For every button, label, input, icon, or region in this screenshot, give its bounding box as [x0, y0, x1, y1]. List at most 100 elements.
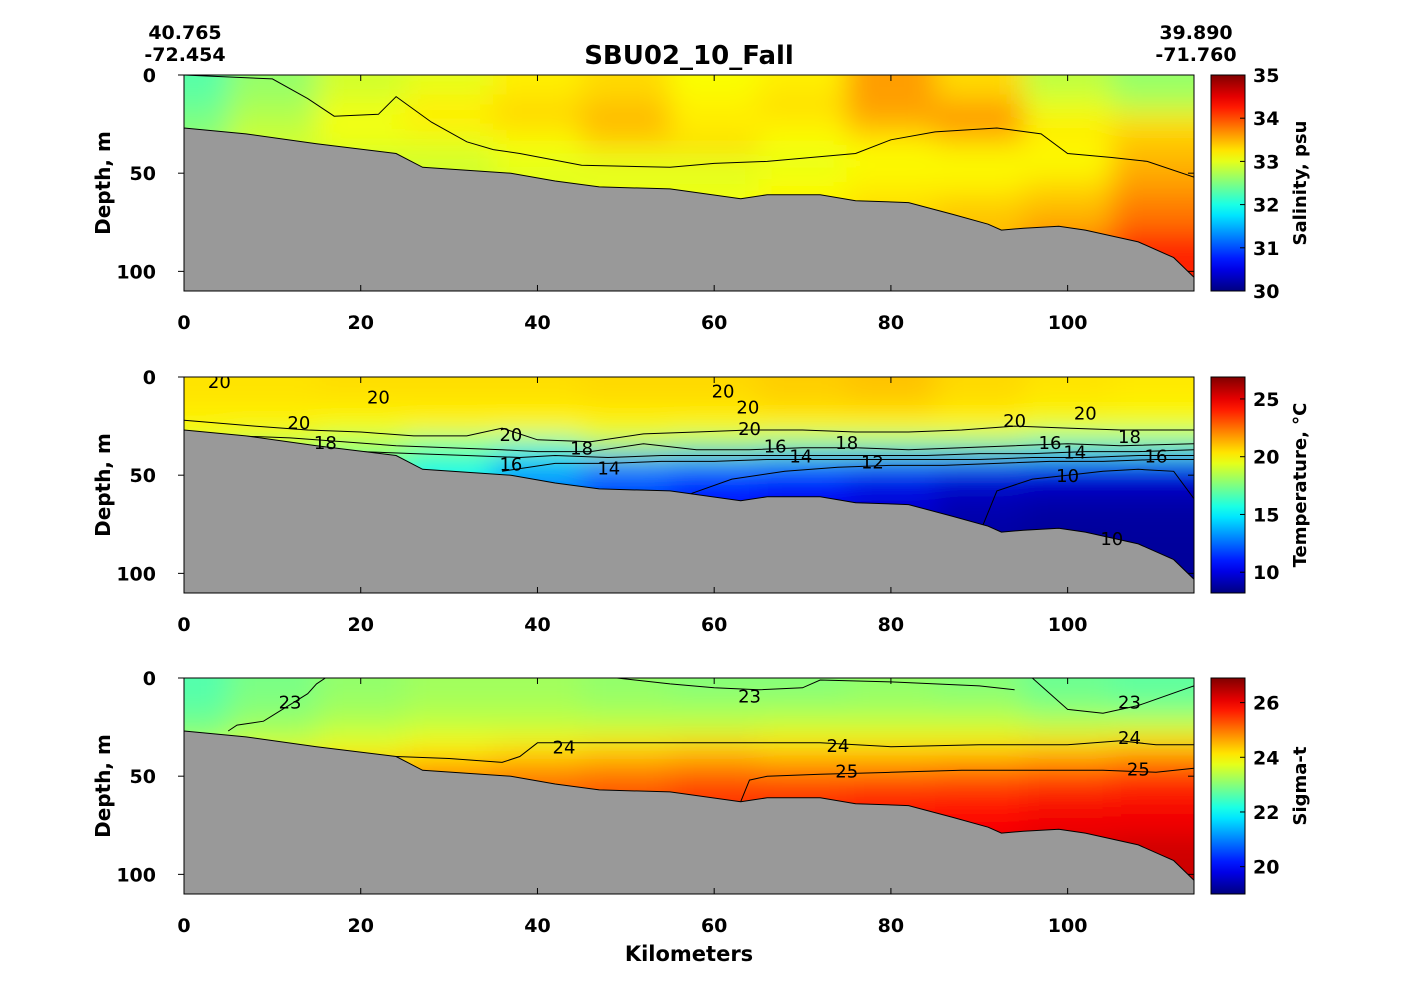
contour-label: 12 [861, 452, 884, 473]
field-cell [493, 717, 583, 738]
field-cell [846, 133, 937, 155]
colorbar [1210, 376, 1246, 594]
contour-label: 20 [1003, 411, 1026, 432]
field-cell [1111, 396, 1194, 418]
contour-label: 23 [1118, 693, 1141, 714]
field-cell [581, 736, 672, 758]
colorbar-tick-label: 30 [1253, 281, 1279, 303]
field-cell [1023, 133, 1113, 155]
colorbar-tick-label: 35 [1253, 65, 1279, 87]
contour-label: 20 [499, 425, 522, 446]
field-cell [493, 75, 583, 96]
field-cell [846, 717, 937, 738]
field-cell [581, 455, 672, 477]
field-cell [758, 736, 848, 758]
field-cell [1023, 717, 1113, 738]
field-cell [846, 475, 937, 501]
field-cell [935, 756, 1025, 778]
contour-line [396, 740, 1194, 763]
field-cell [758, 678, 848, 699]
field-cell [493, 416, 583, 437]
field-cell [1023, 776, 1113, 802]
field-cell [846, 153, 937, 175]
field-cell [935, 133, 1025, 155]
x-tick-label: 40 [524, 915, 550, 937]
field-cell [1023, 455, 1113, 477]
field-cell [670, 94, 760, 116]
y-tick-label: 100 [116, 864, 156, 886]
field-cell [758, 435, 848, 457]
field-cell [1023, 153, 1113, 175]
contour-label: 14 [789, 447, 812, 468]
colorbar-tick-label: 32 [1253, 195, 1279, 217]
field-cell [846, 697, 937, 719]
x-tick-label: 0 [177, 915, 190, 937]
colorbar-label: Sigma-t [1290, 746, 1311, 825]
field-cell [493, 114, 583, 135]
field-cell [1023, 75, 1113, 96]
contour-label: 24 [826, 736, 849, 757]
contour-label: 18 [835, 433, 858, 454]
field-cell [670, 756, 760, 778]
field-cell [228, 717, 318, 738]
field-cell [846, 678, 937, 699]
contour-label: 16 [1145, 447, 1168, 468]
field-cell [1111, 499, 1194, 536]
contour-label: 23 [279, 693, 302, 714]
field-cell [935, 435, 1025, 457]
contour-label: 20 [287, 413, 310, 434]
field-cell [670, 396, 760, 418]
field-cell [316, 75, 406, 96]
field-cell [935, 416, 1025, 437]
x-tick-label: 80 [878, 614, 904, 636]
colorbar-tick-label: 31 [1253, 238, 1279, 260]
y-axis-label: Depth, m [91, 131, 115, 235]
field-cell [1111, 173, 1194, 199]
contour-line [1031, 678, 1194, 714]
field-cell [846, 173, 937, 199]
end-lat: 39.890 [1159, 22, 1232, 44]
field-cell [1111, 75, 1194, 96]
contour-label: 20 [208, 372, 231, 393]
field-cell [1111, 377, 1194, 398]
y-tick-label: 50 [130, 766, 156, 788]
field-cell [670, 736, 760, 758]
contour-label: 20 [738, 419, 761, 440]
contour-label: 14 [597, 458, 620, 479]
field-cell [670, 717, 760, 738]
colorbar-label: Salinity, psu [1290, 121, 1311, 246]
field-cell [758, 756, 848, 778]
field-cell [935, 455, 1025, 477]
field-cell [1111, 153, 1194, 175]
field-cell [935, 678, 1025, 699]
field-cell [1111, 717, 1194, 738]
contour-label: 16 [499, 454, 522, 475]
field-cell [846, 396, 937, 418]
field-cell [404, 133, 495, 155]
x-tick-label: 60 [701, 614, 727, 636]
field-cell [670, 697, 760, 719]
y-tick-label: 0 [143, 668, 156, 690]
contour-line [184, 75, 1194, 178]
field-cell [1023, 377, 1113, 398]
field-cell [758, 114, 848, 135]
contour-line [687, 459, 1194, 496]
contour-label: 23 [738, 687, 761, 708]
field-cell [935, 75, 1025, 96]
field-cell [404, 416, 495, 437]
colorbar-tick-label: 33 [1253, 151, 1279, 173]
field-cell [1023, 94, 1113, 116]
contour-label: 16 [764, 437, 787, 458]
x-tick-label: 20 [348, 915, 374, 937]
field-cell [670, 133, 760, 155]
y-tick-label: 100 [116, 261, 156, 283]
field-cell [228, 377, 318, 398]
field-cell [493, 697, 583, 719]
x-tick-label: 20 [348, 614, 374, 636]
field-cell [1023, 697, 1113, 719]
x-tick-label: 60 [701, 915, 727, 937]
x-tick-label: 40 [524, 312, 550, 334]
colorbar [1210, 74, 1246, 292]
field-cell [935, 776, 1025, 802]
